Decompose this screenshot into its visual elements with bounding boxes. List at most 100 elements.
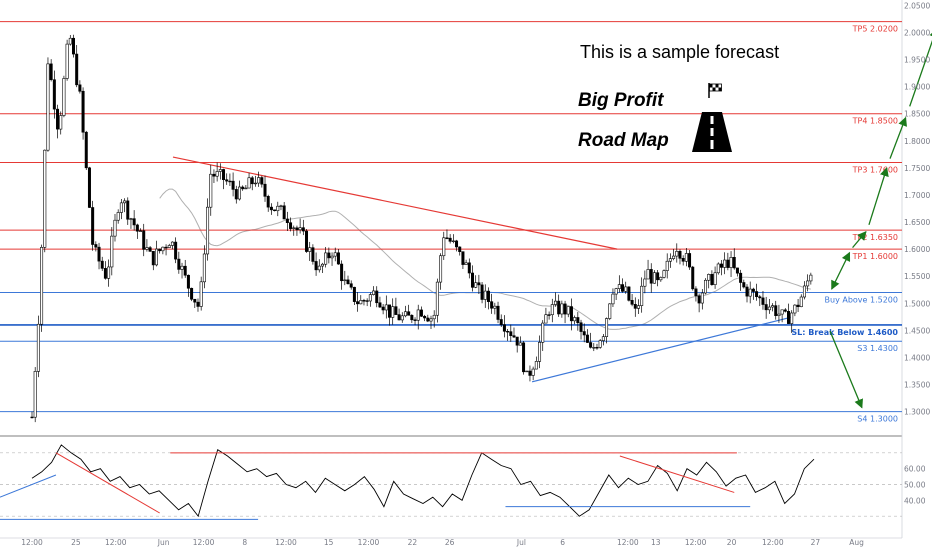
annotation-line-1: This is a sample forecast: [580, 42, 779, 62]
candle: [225, 173, 229, 185]
candle-body: [470, 272, 474, 288]
candle-body: [707, 274, 711, 281]
candle-body: [582, 331, 586, 336]
candle: [688, 250, 692, 270]
candle: [611, 288, 615, 308]
candle-body: [196, 301, 200, 307]
level-label: Buy Above 1.5200: [825, 295, 898, 304]
candle-body: [764, 304, 768, 311]
candle-body: [439, 255, 443, 283]
candle: [78, 80, 82, 94]
candle: [799, 294, 803, 308]
candle-body: [464, 262, 468, 265]
candle: [509, 324, 513, 342]
candle-body: [793, 304, 797, 314]
rsi-tick-label: 40.00: [904, 496, 926, 505]
candle-body: [496, 305, 500, 320]
candle: [378, 296, 382, 309]
candle: [308, 241, 312, 261]
candle: [553, 292, 557, 307]
candle: [665, 253, 669, 279]
candle-body: [710, 274, 714, 285]
candle-body: [247, 177, 251, 189]
candle-body: [158, 248, 162, 252]
candle: [346, 275, 350, 285]
candle-body: [78, 84, 82, 92]
candle: [448, 234, 452, 244]
candle-body: [174, 241, 178, 260]
candle: [285, 211, 289, 231]
candle-body: [614, 288, 618, 295]
candle-body: [346, 279, 350, 285]
candle-body: [317, 265, 321, 271]
candle: [624, 281, 628, 294]
time-tick-label: 12:00: [358, 538, 380, 547]
candle-body: [266, 196, 270, 208]
candle: [538, 335, 542, 369]
candle: [458, 246, 462, 256]
candle: [697, 293, 701, 313]
candle: [496, 301, 500, 324]
candle-body: [652, 272, 656, 284]
candle: [305, 229, 309, 253]
candle-body: [726, 259, 730, 268]
candle: [397, 308, 401, 321]
candle: [241, 185, 245, 191]
candle: [793, 304, 797, 317]
candle: [700, 289, 704, 310]
candle: [289, 217, 293, 232]
candle-body: [704, 279, 708, 294]
rsi-tick-label: 60.00: [904, 465, 926, 474]
candle: [582, 323, 586, 343]
candle-body: [416, 309, 420, 321]
candle-body: [493, 305, 497, 309]
candle-body: [809, 274, 813, 282]
candle: [407, 304, 411, 316]
candle: [400, 312, 404, 323]
candle-body: [595, 347, 599, 349]
candle: [806, 274, 810, 292]
candle-body: [467, 262, 471, 274]
annotation-line-3: Road Map: [578, 130, 669, 151]
candle-body: [697, 295, 701, 304]
candle: [110, 227, 114, 276]
candle: [336, 249, 340, 265]
candle-body: [403, 311, 407, 317]
candle: [362, 298, 366, 306]
candle-body: [506, 330, 510, 333]
candle: [525, 370, 529, 373]
candle-body: [729, 257, 733, 268]
candle: [668, 253, 672, 268]
candle-body: [292, 227, 296, 229]
candle: [209, 164, 213, 216]
candle-body: [362, 300, 366, 302]
candle-body: [394, 306, 398, 315]
candle: [151, 251, 155, 271]
candle: [113, 213, 117, 242]
candle: [684, 248, 688, 267]
candle: [81, 87, 85, 140]
candle: [474, 275, 478, 289]
candle-body: [40, 247, 44, 325]
candle-body: [91, 207, 95, 245]
candle-body: [52, 79, 56, 110]
candle: [215, 162, 219, 182]
candle: [550, 298, 554, 323]
candle-body: [170, 241, 174, 246]
candle: [142, 223, 146, 257]
candle-body: [151, 251, 155, 266]
candle: [52, 70, 56, 119]
trendline: [172, 156, 618, 250]
level-label: TP3 1.7600: [852, 165, 898, 174]
candle-body: [257, 177, 261, 184]
candle-body: [528, 370, 532, 376]
candle: [218, 163, 222, 180]
candle-body: [33, 371, 37, 418]
candle: [394, 297, 398, 315]
candle-body: [605, 318, 609, 337]
candle: [541, 320, 545, 351]
candle-body: [771, 305, 775, 308]
time-tick-label: 12:00: [105, 538, 127, 547]
candle: [595, 343, 599, 350]
